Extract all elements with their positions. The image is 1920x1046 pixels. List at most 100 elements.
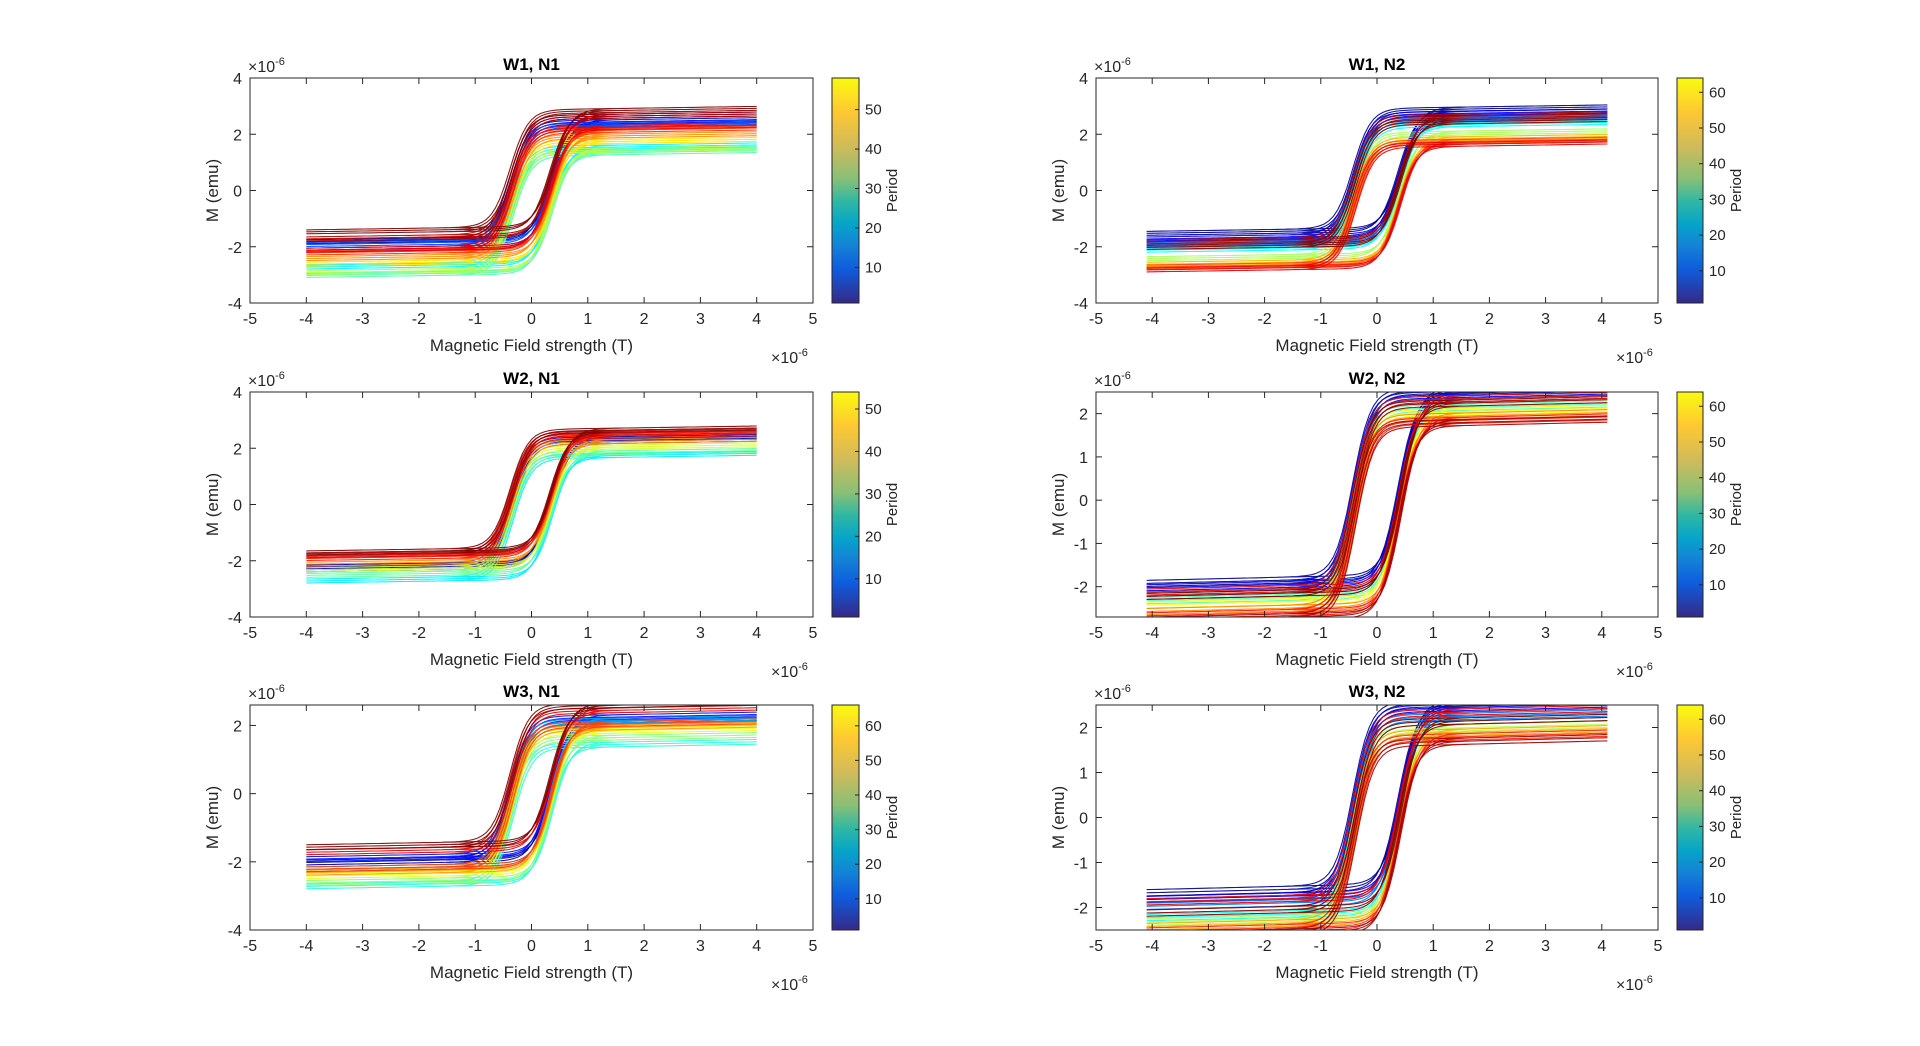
series-line-period-16 — [1146, 712, 1608, 907]
colorbar-tick-label: 30 — [865, 822, 882, 839]
series-line-period-25 — [1146, 123, 1608, 253]
series-line-period-40 — [1146, 407, 1608, 606]
x-exponent-label: ×10-6 — [1616, 347, 1653, 367]
y-exponent-power: -6 — [1121, 370, 1131, 382]
y-tick-label: 4 — [233, 385, 242, 402]
colorbar-tick-label: 40 — [865, 141, 882, 158]
y-exponent-label: ×10-6 — [1094, 370, 1131, 390]
series-line-period-54 — [306, 429, 757, 556]
y-tick-label: 0 — [233, 498, 242, 515]
series-line-period-26 — [306, 449, 757, 576]
series-line-period-40 — [306, 730, 757, 880]
series-line-period-43 — [306, 135, 757, 262]
series-line-period-38 — [306, 140, 757, 267]
x-axis-label: Magnetic Field strength (T) — [1275, 336, 1478, 355]
colorbar-tick-label: 60 — [1709, 84, 1726, 101]
x-tick-label: 0 — [1373, 311, 1382, 328]
y-tick-label: 2 — [233, 127, 242, 144]
series-line-period-64 — [1146, 117, 1608, 246]
series-line-period-8 — [1146, 705, 1465, 897]
colorbar-label: Period — [1728, 483, 1745, 526]
series-line-period-54 — [1165, 732, 1608, 930]
x-tick-label: -2 — [1257, 311, 1271, 328]
x-tick-label: 1 — [583, 311, 592, 328]
series-line-period-32 — [306, 444, 757, 571]
y-tick-label: 0 — [233, 184, 242, 201]
colorbar-label: Period — [1728, 796, 1745, 839]
series-line-period-58 — [1146, 711, 1608, 906]
series-line-period-62 — [1308, 737, 1608, 930]
colorbar-tick-label: 20 — [1709, 541, 1726, 558]
x-tick-label: -1 — [1314, 938, 1328, 955]
series-line-period-55 — [306, 113, 757, 240]
series-line-period-48 — [306, 724, 757, 874]
series-line-period-62 — [1313, 421, 1608, 617]
y-exponent-power: -6 — [1121, 683, 1131, 695]
curves — [1146, 104, 1608, 273]
x-tick-label: 2 — [1485, 938, 1494, 955]
colorbar-tick-label: 50 — [1709, 120, 1726, 137]
y-tick-label: -2 — [1074, 580, 1088, 597]
x-exponent-base: ×10 — [771, 977, 798, 994]
y-exponent-label: ×10-6 — [248, 683, 285, 703]
x-tick-label: -2 — [412, 625, 426, 642]
x-exponent-power: -6 — [798, 974, 808, 986]
series-line-period-52 — [1146, 136, 1608, 266]
colorbar-tick-label: 60 — [865, 718, 882, 735]
x-tick-label: 2 — [640, 625, 649, 642]
colorbar-tick-label: 50 — [1709, 434, 1726, 451]
series-line-period-62 — [1146, 113, 1608, 243]
series-line-period-2 — [306, 115, 757, 245]
series-line-period-36 — [1146, 726, 1608, 926]
colorbar-tick-label: 50 — [865, 102, 882, 119]
series-line-period-36 — [1146, 723, 1608, 923]
x-tick-label: -1 — [468, 311, 482, 328]
colorbar-tick-label: 30 — [1709, 191, 1726, 208]
series-line-period-32 — [306, 147, 757, 274]
colorbar-gradient — [831, 77, 860, 304]
colorbar-label: Period — [884, 796, 901, 839]
series-line-period-55 — [306, 115, 757, 242]
series-line-period-40 — [306, 436, 757, 563]
series-line-period-26 — [306, 447, 757, 574]
x-tick-label: 0 — [527, 938, 536, 955]
y-exponent-base: ×10 — [1094, 373, 1121, 390]
x-exponent-power: -6 — [1643, 347, 1653, 359]
series-line-period-38 — [306, 136, 757, 263]
series-line-period-62 — [1146, 115, 1608, 245]
series-line-period-30 — [1146, 406, 1608, 605]
series-line-period-40 — [306, 438, 757, 565]
series-line-period-46 — [1146, 728, 1608, 928]
x-tick-label: -4 — [1145, 311, 1159, 328]
colorbar-tick-label: 20 — [1709, 227, 1726, 244]
series-line-period-8 — [1146, 112, 1608, 242]
series-line-period-43 — [306, 133, 757, 260]
colorbar: 10 20 30 40 50 60 Period — [1676, 77, 1745, 304]
series-line-period-22 — [306, 146, 757, 270]
x-axis-label: Magnetic Field strength (T) — [430, 963, 633, 982]
subplot-title: W2, N2 — [1349, 369, 1406, 388]
x-exponent-power: -6 — [1643, 974, 1653, 986]
series-line-period-2 — [1146, 106, 1608, 234]
series-line-period-58 — [1146, 139, 1608, 269]
series-line-period-62 — [1321, 740, 1608, 930]
colorbar-tick-label: 50 — [865, 401, 882, 418]
y-tick-label: -2 — [1074, 240, 1088, 257]
y-axis-label: M (emu) — [1049, 159, 1068, 222]
x-tick-label: 1 — [583, 938, 592, 955]
x-exponent-label: ×10-6 — [771, 974, 808, 994]
series-line-period-55 — [306, 111, 757, 238]
y-tick-label: 2 — [1079, 721, 1088, 738]
x-tick-label: 3 — [696, 625, 705, 642]
series-line-period-20 — [306, 450, 757, 580]
colorbar-tick-label: 60 — [1709, 711, 1726, 728]
series-line-period-12 — [306, 123, 757, 248]
series-line-period-2 — [1146, 705, 1436, 891]
series-line-period-58 — [1146, 143, 1608, 273]
series-line-period-58 — [1146, 707, 1608, 903]
y-exponent-power: -6 — [275, 56, 285, 68]
series-line-period-8 — [1146, 393, 1608, 592]
